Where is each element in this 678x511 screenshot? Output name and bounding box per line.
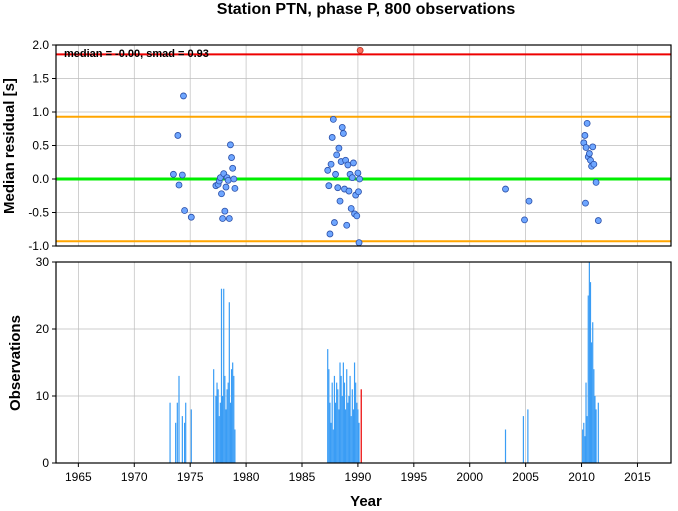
residual-point bbox=[354, 169, 362, 177]
x-tick-label: 1965 bbox=[65, 470, 92, 484]
top-y-tick-label: -0.5 bbox=[28, 206, 49, 220]
residual-point bbox=[344, 161, 352, 169]
residual-point bbox=[327, 160, 335, 168]
stats-annotation: median = -0.00, smad = 0.93 bbox=[64, 48, 209, 60]
top-y-tick-label: 2.0 bbox=[32, 38, 49, 52]
top-y-ticks: 2.0 1.5 1.0 0.5 0.0 -0.5 -1.0 bbox=[28, 38, 56, 253]
residual-point bbox=[356, 175, 363, 183]
residual-point bbox=[348, 174, 356, 182]
top-grid bbox=[56, 44, 671, 247]
residual-point bbox=[331, 219, 338, 226]
residual-point bbox=[224, 176, 232, 184]
residual-point bbox=[583, 119, 591, 127]
residual-point bbox=[590, 160, 598, 168]
x-tick-label: 2015 bbox=[624, 470, 651, 484]
bottom-x-ticks: 1965 1970 1975 1980 1985 1990 1995 2000 2005 2010… bbox=[65, 463, 651, 484]
top-y-tick-label: 0.5 bbox=[32, 139, 49, 153]
residual-point bbox=[181, 207, 188, 214]
x-axis-label: Year bbox=[350, 493, 382, 510]
residual-point bbox=[347, 205, 355, 212]
residual-point bbox=[175, 181, 183, 189]
residual-point bbox=[582, 144, 590, 151]
residual-point bbox=[335, 144, 343, 152]
residual-point bbox=[221, 207, 229, 215]
residual-point bbox=[218, 190, 225, 198]
residual-point bbox=[345, 187, 353, 195]
residual-point bbox=[339, 130, 347, 137]
residual-point bbox=[521, 216, 528, 224]
residual-point bbox=[353, 212, 361, 220]
residual-point bbox=[187, 213, 195, 221]
chart-title: Station PTN, phase P, 800 observations bbox=[217, 1, 516, 18]
residual-point bbox=[355, 188, 362, 196]
residual-point bbox=[585, 150, 593, 157]
x-tick-label: 1970 bbox=[121, 470, 148, 484]
x-tick-label: 2010 bbox=[568, 470, 595, 484]
residual-point bbox=[225, 215, 233, 222]
residual-point bbox=[326, 230, 334, 238]
top-y-axis-label: Median residual [s] bbox=[1, 78, 18, 214]
bottom-y-tick-label: 0 bbox=[42, 456, 49, 470]
residual-point bbox=[170, 170, 177, 178]
residual-point bbox=[338, 124, 346, 131]
x-tick-label: 1995 bbox=[400, 470, 427, 484]
residual-panel: 2.0 1.5 1.0 0.5 0.0 -0.5 -1.0 median = -0.00, … bbox=[1, 38, 672, 253]
top-y-tick-label: 1.5 bbox=[32, 72, 49, 86]
residual-point bbox=[336, 197, 344, 205]
residual-point bbox=[324, 166, 332, 174]
residual-point bbox=[582, 199, 589, 207]
residual-point bbox=[229, 164, 237, 172]
bottom-frame bbox=[55, 261, 672, 464]
residual-point bbox=[227, 141, 234, 149]
x-tick-label: 1985 bbox=[289, 470, 316, 484]
residual-point bbox=[502, 185, 509, 193]
bottom-y-tick-label: 30 bbox=[36, 255, 50, 269]
top-points bbox=[170, 46, 602, 247]
residual-point bbox=[334, 184, 342, 192]
x-tick-label: 2000 bbox=[456, 470, 483, 484]
residual-point bbox=[332, 170, 339, 178]
bottom-y-ticks: 30 20 10 0 bbox=[36, 255, 56, 470]
residual-point bbox=[592, 178, 600, 186]
x-tick-label: 1990 bbox=[345, 470, 372, 484]
top-y-tick-label: 1.0 bbox=[32, 105, 49, 119]
residual-point bbox=[222, 183, 230, 191]
residual-point bbox=[581, 132, 589, 139]
bottom-bars bbox=[169, 262, 599, 463]
top-reference-lines bbox=[56, 53, 671, 243]
residual-point bbox=[350, 159, 357, 167]
residual-point bbox=[333, 151, 341, 159]
residual-point bbox=[589, 143, 597, 151]
outlier-point bbox=[356, 46, 364, 54]
x-tick-label: 1980 bbox=[233, 470, 260, 484]
bottom-y-tick-label: 10 bbox=[36, 389, 50, 403]
residual-point bbox=[343, 221, 351, 229]
residual-point bbox=[328, 134, 336, 141]
x-tick-label: 2005 bbox=[512, 470, 539, 484]
residual-point bbox=[525, 197, 533, 205]
top-y-tick-label: 0.0 bbox=[32, 172, 49, 186]
residual-point bbox=[329, 115, 337, 123]
residual-point bbox=[174, 132, 182, 139]
residual-point bbox=[594, 217, 602, 224]
residual-point bbox=[219, 215, 227, 222]
residual-point bbox=[228, 154, 235, 161]
bottom-y-axis-label: Observations bbox=[7, 315, 24, 411]
x-tick-label: 1975 bbox=[177, 470, 204, 484]
residual-point bbox=[231, 184, 239, 192]
residual-point bbox=[178, 171, 186, 179]
residual-point bbox=[325, 182, 333, 190]
residual-point bbox=[230, 175, 238, 183]
residual-point bbox=[355, 239, 363, 247]
top-y-tick-label: -1.0 bbox=[28, 239, 49, 253]
bottom-y-tick-label: 20 bbox=[36, 322, 50, 336]
residual-point bbox=[180, 92, 187, 100]
bottom-grid bbox=[56, 261, 671, 464]
